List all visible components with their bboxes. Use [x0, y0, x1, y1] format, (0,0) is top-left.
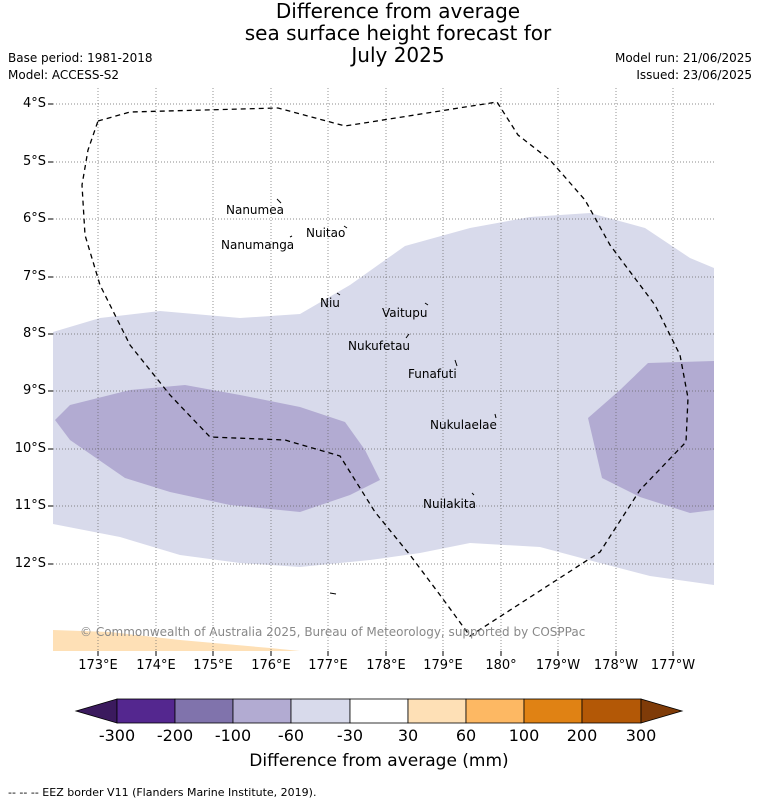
colorbar-extend-high	[640, 698, 684, 724]
colorbar-label-60: 60	[455, 726, 477, 745]
island-shape-nukulaelae	[494, 413, 497, 419]
island-label-nuilakita: Nuilakita	[423, 497, 476, 511]
lon-label-176e: 176°E	[251, 658, 291, 673]
colorbar-label-300: 300	[625, 726, 657, 745]
lon-label-178w: 178°W	[593, 658, 639, 673]
map-area: Nanumea Nuitao Nanumanga Niu Vaitupu Nuk…	[53, 88, 714, 651]
colorbar-label-30: 30	[397, 726, 419, 745]
island-label-funafuti: Funafuti	[408, 367, 457, 381]
colorbar-swatch-5	[349, 698, 409, 724]
island-label-nukufetau: Nukufetau	[348, 339, 410, 353]
base-period: Base period: 1981-2018	[8, 51, 153, 65]
island-shapes	[276, 198, 497, 595]
lon-label-178e: 178°E	[366, 658, 406, 673]
issued-date: Issued: 23/06/2025	[636, 68, 752, 82]
lat-label-10s: 10°S	[14, 441, 46, 456]
lat-label-5s: 5°S	[22, 154, 46, 169]
lon-label-175e: 175°E	[193, 658, 233, 673]
colorbar-label-200: 200	[566, 726, 598, 745]
island-shape-vaitupu	[424, 302, 429, 306]
island-label-nukulaelae: Nukulaelae	[430, 418, 497, 432]
anomaly-positive-corner	[53, 630, 300, 651]
model-run: Model run: 21/06/2025	[614, 51, 752, 65]
lat-label-7s: 7°S	[22, 269, 46, 284]
title-line-3: July 2025	[351, 43, 445, 67]
colorbar-swatch-9	[581, 698, 642, 724]
island-label-nuitao: Nuitao	[306, 226, 345, 240]
island-label-nanumanga: Nanumanga	[221, 238, 294, 252]
lon-label-173e: 173°E	[78, 658, 118, 673]
colorbar-label-neg200: -200	[156, 726, 194, 745]
model-name: Model: ACCESS-S2	[8, 68, 120, 82]
colorbar-label-100: 100	[508, 726, 540, 745]
colorbar-swatch-1	[116, 698, 176, 724]
colorbar	[74, 698, 684, 724]
lat-label-12s: 12°S	[14, 556, 46, 571]
title-line-2: sea surface height forecast for	[244, 21, 552, 45]
island-shape-nukufetau	[405, 333, 410, 339]
lat-ticks	[48, 103, 53, 565]
colorbar-swatch-2	[174, 698, 234, 724]
title-line-1: Difference from average	[275, 0, 521, 23]
meta-right: Model run: 21/06/2025 Issued: 23/06/2025	[615, 50, 752, 84]
colorbar-swatch-8	[523, 698, 583, 724]
map-title: Difference from average sea surface heig…	[0, 0, 758, 66]
lat-label-11s: 11°S	[14, 498, 46, 513]
lon-label-177w: 177°W	[650, 658, 696, 673]
eez-legend-footer: -- -- -- EEZ border V11 (Flanders Marine…	[8, 786, 317, 799]
colorbar-swatch-3	[232, 698, 292, 724]
meta-left: Base period: 1981-2018 Model: ACCESS-S2	[8, 50, 153, 84]
island-shape-niu	[336, 292, 341, 296]
anomaly-band-medium-east	[588, 361, 714, 513]
lon-label-177e: 177°E	[308, 658, 348, 673]
lon-ticks	[97, 651, 674, 656]
colorbar-swatch-7	[465, 698, 525, 724]
lon-label-179e: 179°E	[423, 658, 463, 673]
island-shape-nanumea	[276, 198, 282, 204]
lat-label-6s: 6°S	[22, 211, 46, 226]
eez-border	[81, 101, 689, 637]
island-shape-nuitao	[343, 225, 348, 229]
anomaly-band-medium-west	[55, 385, 380, 512]
island-shape-nanumanga	[289, 235, 293, 238]
lat-label-9s: 9°S	[22, 383, 46, 398]
island-shape-funafuti	[454, 359, 458, 367]
lat-label-8s: 8°S	[22, 326, 46, 341]
lat-label-4s: 4°S	[22, 96, 46, 111]
island-label-vaitupu: Vaitupu	[382, 306, 428, 320]
graticule	[53, 88, 714, 651]
colorbar-label-neg300: -300	[98, 726, 136, 745]
colorbar-title: Difference from average (mm)	[249, 751, 509, 771]
island-label-niu: Niu	[320, 296, 340, 310]
island-shape-nuilakita	[471, 492, 475, 496]
colorbar-label-neg60: -60	[277, 726, 305, 745]
lon-label-180: 180°	[485, 658, 517, 673]
lon-label-174e: 174°E	[136, 658, 176, 673]
colorbar-swatch-4	[290, 698, 351, 724]
colorbar-swatch-6	[407, 698, 467, 724]
colorbar-label-neg100: -100	[214, 726, 252, 745]
reef-shape	[329, 592, 337, 595]
lon-label-179w: 179°W	[535, 658, 581, 673]
colorbar-extend-low	[74, 698, 118, 724]
island-label-nanumea: Nanumea	[226, 203, 284, 217]
copyright-notice: © Commonwealth of Australia 2025, Bureau…	[80, 625, 585, 639]
colorbar-label-neg30: -30	[336, 726, 364, 745]
